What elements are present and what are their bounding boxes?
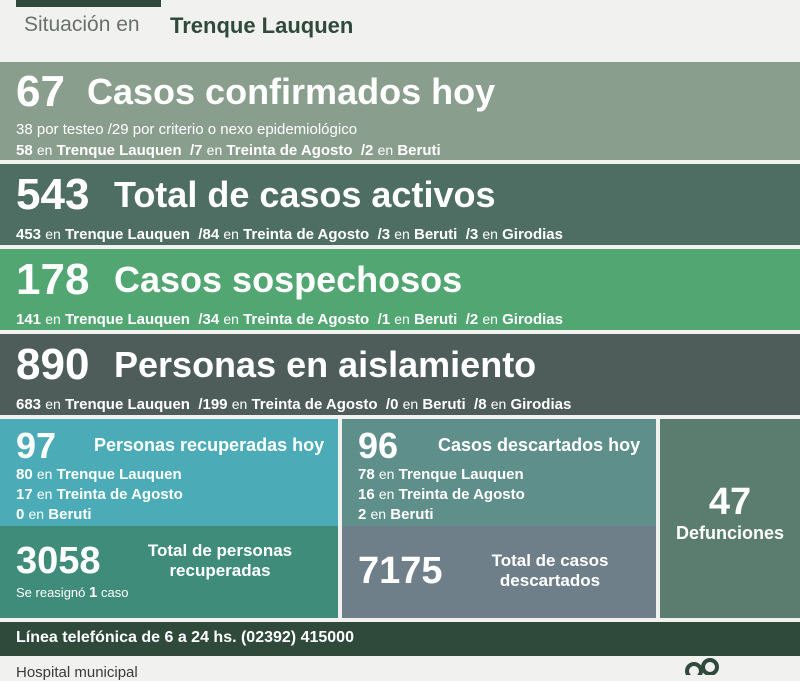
active-location-line: 453 en Trenque Lauquen /84 en Treinta de… [16,226,563,243]
discarded-today-title: Casos descartados hoy [438,435,641,455]
suspected-title: Casos sospechosos [114,259,463,300]
isolation-title: Personas en aislamiento [114,344,537,385]
isolation-count: 890 [16,340,90,389]
confirmed-count: 67 [16,67,65,116]
suspected-cases-band: 178 Casos sospechosos 141 en Trenque Lau… [0,249,800,330]
discarded-row: 2 en Beruti [358,506,434,523]
recovered-today-tile: 97 Personas recuperadas hoy 80 en Trenqu… [0,419,338,526]
suspected-location-line: 141 en Trenque Lauquen /34 en Treinta de… [16,311,563,328]
recovered-today-count: 97 [16,425,57,466]
discarded-today-count: 96 [358,425,399,466]
header-prefix: Situación en [24,13,140,36]
phone-line-bar: Línea telefónica de 6 a 24 hs. (02392) 4… [0,622,800,656]
discarded-total-title: Total de casos descartados [491,551,609,590]
recovered-row: 17 en Treinta de Agosto [16,486,183,503]
recovered-today-title: Personas recuperadas hoy [94,435,325,455]
confirmed-location-line: 58 en Trenque Lauquen /7 en Treinta de A… [16,142,441,159]
recovered-row: 0 en Beruti [16,506,92,523]
top-accent-bar [16,0,161,7]
header: Situación en Trenque Lauquen [0,0,800,58]
header-city: Trenque Lauquen [170,13,354,38]
confirmed-detail-line: 38 por testeo /29 por criterio o nexo ep… [16,121,358,138]
confirmed-title: Casos confirmados hoy [87,71,496,112]
discarded-today-tile: 96 Casos descartados hoy 78 en Trenque L… [342,419,656,526]
municipal-logo-icon [685,658,719,675]
discarded-total-count: 7175 [358,550,443,592]
discarded-row: 78 en Trenque Lauquen [358,466,524,483]
confirmed-cases-band: 67 Casos confirmados hoy 38 por testeo /… [0,62,800,160]
recovered-row: 80 en Trenque Lauquen [16,466,182,483]
active-count: 543 [16,170,90,219]
footer-text: Hospital municipal [16,664,138,681]
suspected-count: 178 [16,255,90,304]
isolation-band: 890 Personas en aislamiento 683 en Trenq… [0,334,800,415]
active-cases-band: 543 Total de casos activos 453 en Trenqu… [0,164,800,245]
recovered-total-title: Total de personas recuperadas [147,541,293,580]
reassigned-note: Se reasignó 1 caso [16,584,129,601]
recovered-total-tile: 3058 Total de personas recuperadas Se re… [0,526,338,618]
deaths-tile: 47 Defunciones [660,419,800,618]
isolation-location-line: 683 en Trenque Lauquen /199 en Treinta d… [16,396,572,413]
discarded-total-tile: 7175 Total de casos descartados [342,526,656,618]
deaths-count: 47 [708,481,752,523]
discarded-row: 16 en Treinta de Agosto [358,486,525,503]
deaths-label: Defunciones [675,523,785,543]
phone-line-text: Línea telefónica de 6 a 24 hs. (02392) 4… [16,629,354,646]
active-title: Total de casos activos [114,174,496,215]
recovered-total-count: 3058 [16,540,101,582]
